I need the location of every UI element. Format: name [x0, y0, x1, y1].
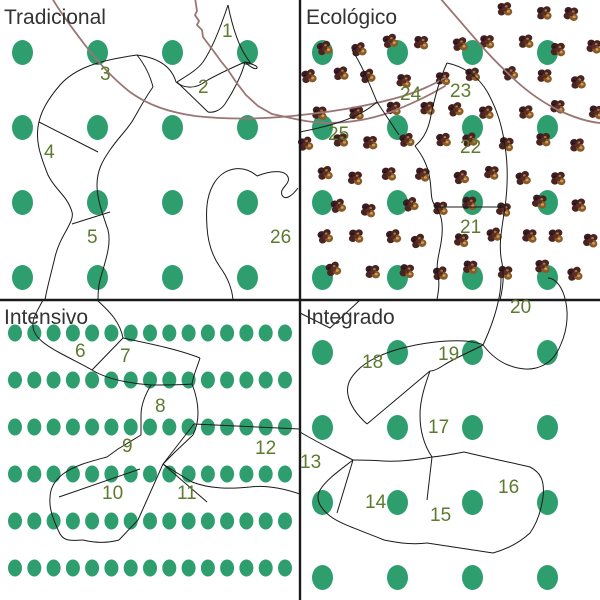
svg-text:26: 26 [270, 227, 291, 248]
svg-text:13: 13 [300, 452, 321, 473]
svg-text:16: 16 [498, 477, 519, 498]
svg-text:12: 12 [255, 438, 276, 459]
svg-text:11: 11 [177, 483, 197, 504]
svg-text:Ecológico: Ecológico [306, 6, 397, 29]
svg-text:6: 6 [75, 341, 86, 362]
svg-text:9: 9 [122, 436, 133, 457]
svg-text:3: 3 [100, 64, 111, 85]
svg-text:8: 8 [155, 396, 166, 417]
svg-text:20: 20 [510, 297, 531, 318]
svg-text:5: 5 [87, 227, 98, 248]
svg-text:1: 1 [222, 21, 233, 42]
svg-text:25: 25 [328, 124, 349, 145]
svg-text:14: 14 [365, 492, 387, 513]
svg-text:15: 15 [430, 505, 451, 526]
svg-text:10: 10 [102, 483, 123, 504]
svg-text:Intensivo: Intensivo [4, 306, 88, 329]
svg-text:18: 18 [362, 352, 383, 373]
svg-text:24: 24 [400, 84, 422, 105]
svg-text:23: 23 [450, 81, 471, 102]
svg-text:21: 21 [460, 217, 481, 238]
svg-text:7: 7 [120, 346, 131, 367]
svg-text:2: 2 [198, 77, 209, 98]
svg-text:17: 17 [428, 417, 449, 438]
svg-text:Tradicional: Tradicional [4, 6, 106, 29]
svg-text:19: 19 [438, 344, 459, 365]
svg-text:4: 4 [44, 142, 55, 163]
svg-text:22: 22 [460, 137, 481, 158]
svg-text:Integrado: Integrado [306, 306, 395, 329]
